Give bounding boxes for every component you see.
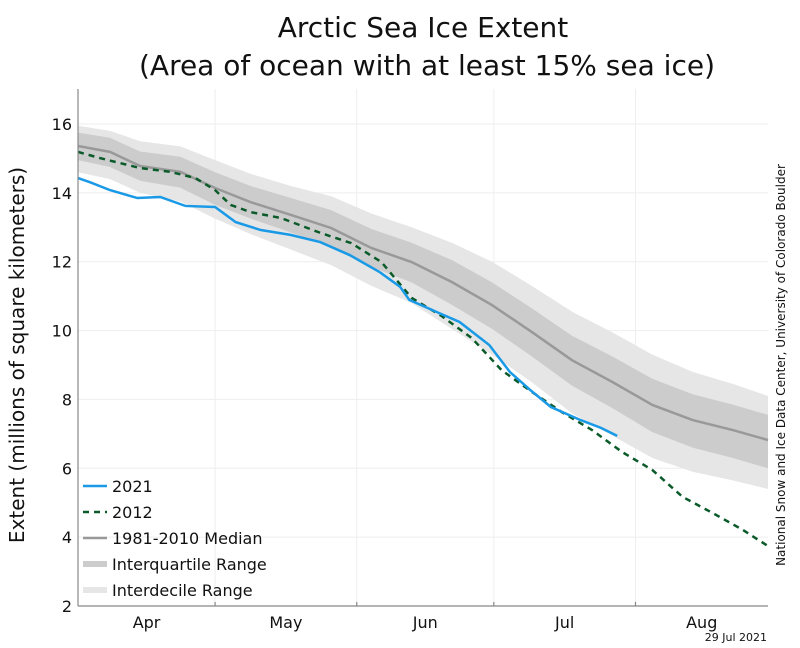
chart-title: Arctic Sea Ice Extent	[278, 11, 569, 44]
y-tick-label: 2	[62, 597, 72, 616]
y-tick-label: 10	[52, 322, 72, 341]
legend-label: 2021	[112, 477, 153, 496]
credit-text: National Snow and Ice Data Center, Unive…	[774, 164, 788, 566]
x-tick-labels: Apr May Jun Jul Aug	[133, 613, 718, 632]
legend-item-median: 1981-2010 Median	[83, 529, 263, 548]
legend-item-interdecile: Interdecile Range	[83, 581, 253, 600]
legend-label: 1981-2010 Median	[112, 529, 263, 548]
y-tick-labels: 2 4 6 8 10 12 14 16	[52, 115, 72, 616]
x-tick-label: Apr	[133, 613, 161, 632]
x-tick-label: Jul	[554, 613, 574, 632]
legend-item-interquartile: Interquartile Range	[83, 555, 267, 574]
interquartile-band	[78, 132, 768, 469]
line-2012	[77, 150, 769, 548]
series-lines	[77, 144, 769, 548]
legend-item-y2012: 2012	[83, 503, 153, 522]
x-tick-label: May	[269, 613, 302, 632]
x-tick-label: Aug	[686, 613, 717, 632]
legend-label: 2012	[112, 503, 153, 522]
legend-label: Interdecile Range	[112, 581, 253, 600]
y-tick-label: 4	[62, 528, 72, 547]
y-tick-label: 6	[62, 459, 72, 478]
axes	[77, 89, 768, 607]
y-tick-label: 16	[52, 115, 72, 134]
legend-item-y2021: 2021	[83, 477, 153, 496]
y-tick-label: 12	[52, 253, 72, 272]
line-2021	[77, 176, 618, 438]
y-tick-label: 8	[62, 390, 72, 409]
date-stamp: 29 Jul 2021	[705, 631, 767, 644]
y-tick-label: 14	[52, 184, 72, 203]
chart-subtitle: (Area of ocean with at least 15% sea ice…	[139, 49, 715, 82]
y-axis-label: Extent (millions of square kilometers)	[5, 167, 29, 543]
legend-label: Interquartile Range	[112, 555, 267, 574]
x-tick-label: Jun	[412, 613, 438, 632]
legend: 2021 2012 1981-2010 Median Interquartile Ra…	[83, 477, 267, 600]
median-line	[77, 144, 769, 442]
